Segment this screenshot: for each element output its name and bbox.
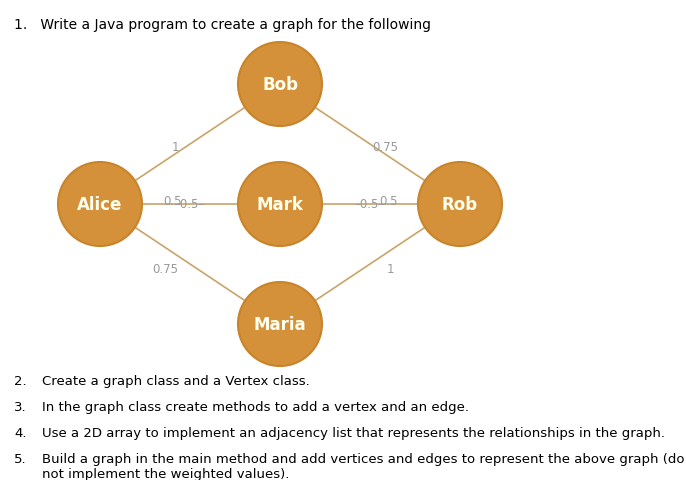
Text: Build a graph in the main method and add vertices and edges to represent the abo: Build a graph in the main method and add… — [42, 452, 685, 480]
Text: Rob: Rob — [442, 195, 478, 214]
Text: Use a 2D array to implement an adjacency list that represents the relationships : Use a 2D array to implement an adjacency… — [42, 426, 665, 439]
Text: Alice: Alice — [78, 195, 123, 214]
Text: Maria: Maria — [254, 315, 307, 333]
Text: 5.: 5. — [14, 452, 27, 465]
Text: Create a graph class and a Vertex class.: Create a graph class and a Vertex class. — [42, 374, 310, 387]
Text: 0.75: 0.75 — [372, 141, 398, 154]
Text: Bob: Bob — [262, 76, 298, 94]
Text: 1: 1 — [172, 141, 179, 154]
Text: 0.75: 0.75 — [152, 263, 178, 276]
Text: 0.5: 0.5 — [163, 195, 181, 208]
Text: 3.: 3. — [14, 400, 27, 413]
Circle shape — [58, 163, 142, 247]
Text: 2.: 2. — [14, 374, 27, 387]
Text: Mark: Mark — [257, 195, 303, 214]
Circle shape — [238, 282, 322, 366]
Text: –0.5–: –0.5– — [175, 198, 205, 211]
Text: 0.5: 0.5 — [379, 195, 397, 208]
Text: 1: 1 — [386, 263, 394, 276]
Text: 1.   Write a Java program to create a graph for the following: 1. Write a Java program to create a grap… — [14, 18, 431, 32]
Text: 4.: 4. — [14, 426, 27, 439]
Text: In the graph class create methods to add a vertex and an edge.: In the graph class create methods to add… — [42, 400, 469, 413]
Circle shape — [238, 43, 322, 127]
Circle shape — [418, 163, 502, 247]
Circle shape — [238, 163, 322, 247]
Text: –0.5–: –0.5– — [355, 198, 385, 211]
